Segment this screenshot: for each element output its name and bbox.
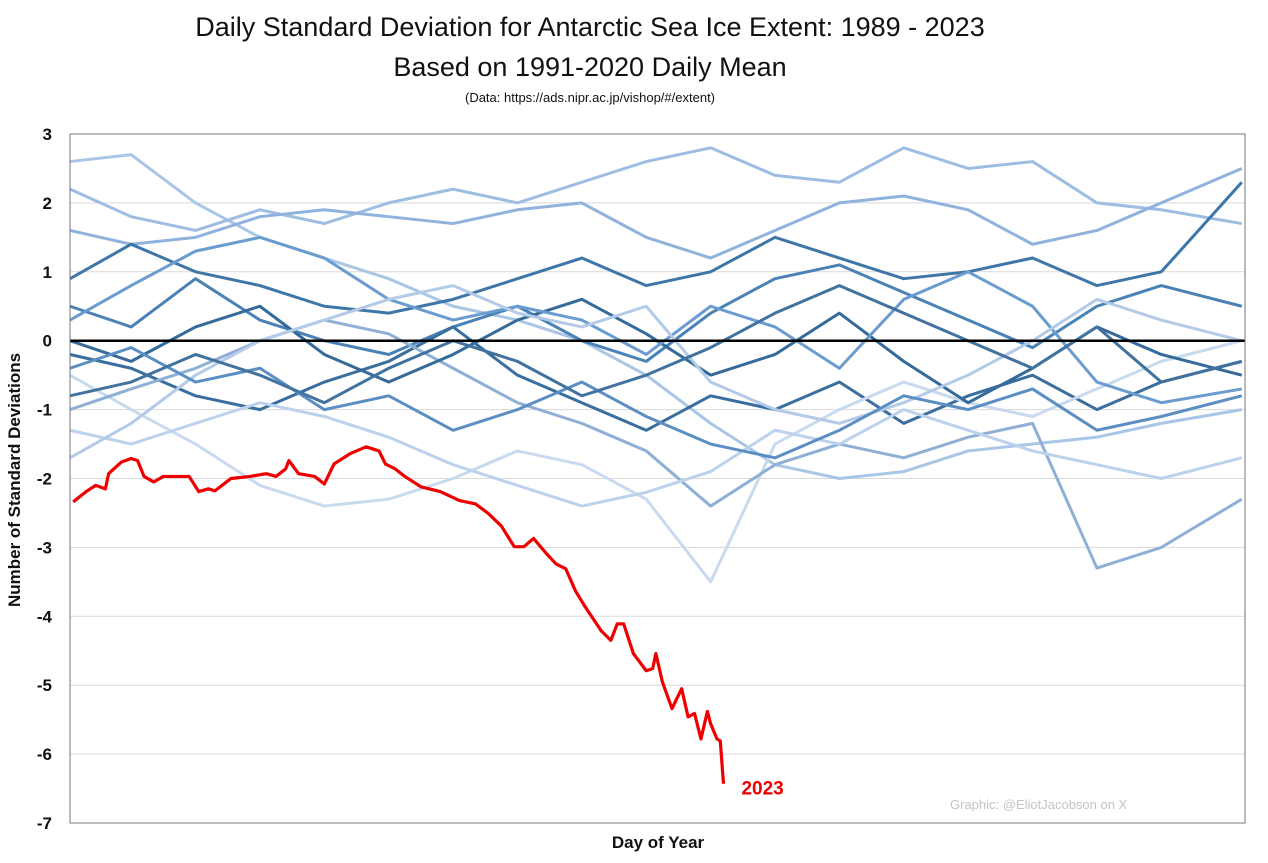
series-label-2023: 2023 (741, 779, 783, 800)
background-series-line (69, 167, 1243, 260)
chart-title: Daily Standard Deviation for Antarctic S… (195, 12, 985, 42)
background-series-line (69, 339, 1243, 584)
y-tick-label: -7 (37, 814, 52, 833)
y-axis-label: Number of Standard Deviations (5, 353, 24, 607)
y-tick-label: -2 (37, 470, 52, 489)
background-series-line (69, 318, 1243, 570)
y-tick-label: 3 (43, 125, 52, 144)
background-series-line (69, 297, 1243, 405)
y-tick-label: 0 (43, 332, 52, 351)
y-tick-label: -6 (37, 745, 52, 764)
background-series (69, 146, 1243, 584)
background-series-line (69, 263, 1243, 363)
y-tick-label: 2 (43, 194, 52, 213)
background-series-line (69, 235, 1243, 405)
chart-subtitle: Based on 1991-2020 Daily Mean (393, 52, 787, 82)
background-series-line (69, 346, 1243, 460)
background-series-line (69, 146, 1243, 232)
background-series-line (69, 401, 1243, 508)
source-note: (Data: https://ads.nipr.ac.jp/vishop/#/e… (464, 90, 716, 105)
y-tick-label: -3 (37, 538, 52, 557)
y-tick-label: -5 (37, 676, 52, 695)
y-tick-labels: 3 2 1 0 -1 -2 -3 -4 -5 -6 -7 (37, 125, 53, 833)
y-tick-label: -1 (37, 401, 52, 420)
background-series-line (69, 284, 1243, 405)
y-tick-label: -4 (37, 607, 53, 626)
background-series-line (69, 181, 1243, 315)
series-line-2023 (72, 445, 726, 784)
background-series-line (69, 325, 1243, 432)
plot-frame (69, 133, 1246, 824)
x-axis-label: Day of Year (612, 833, 705, 852)
y-tick-label: 1 (43, 263, 52, 282)
watermark: Graphic: @EliotJacobson on X (950, 797, 1128, 812)
